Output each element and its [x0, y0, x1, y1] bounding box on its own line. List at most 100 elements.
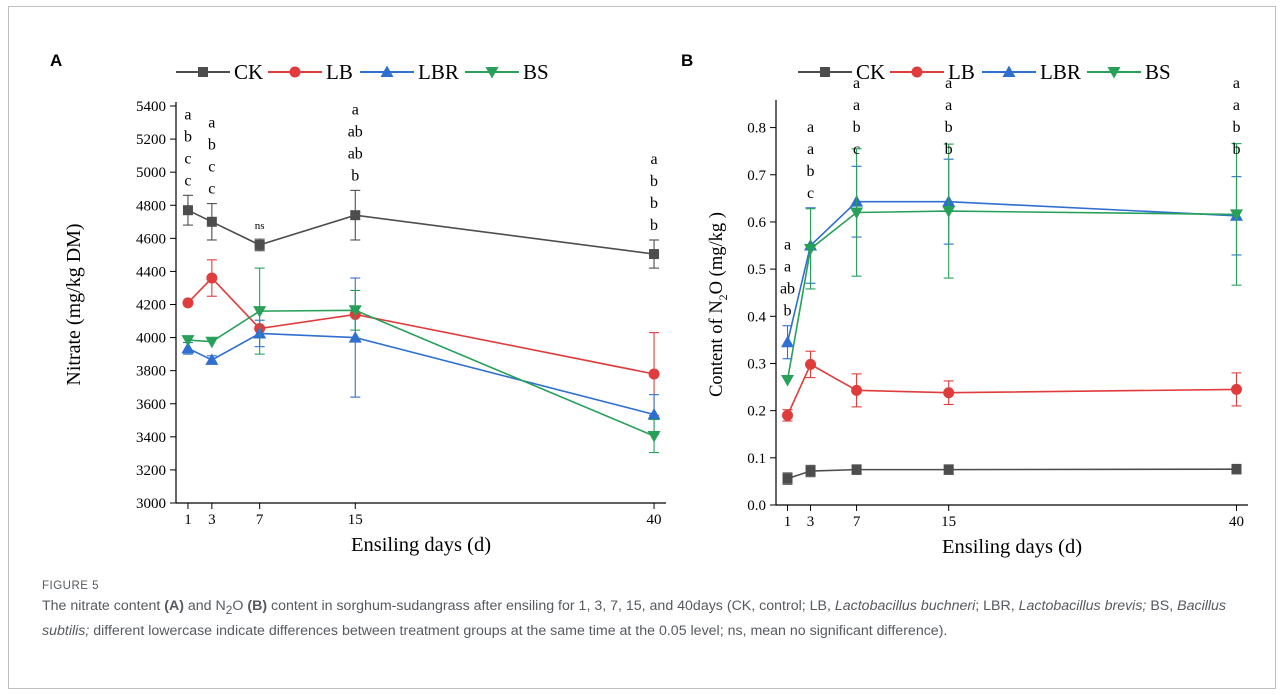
significance-letter: c [853, 141, 860, 158]
y-tick-label: 3400 [136, 430, 166, 446]
x-tick-label: 7 [853, 514, 861, 530]
legend-marker [289, 66, 301, 78]
legend-label: LBR [418, 60, 459, 84]
data-point [781, 374, 795, 387]
legend-item-lbr: LBR [982, 60, 1081, 84]
significance-letter: a [945, 75, 952, 92]
significance-letter: a [1233, 75, 1240, 92]
y-tick-label: 4200 [136, 298, 166, 314]
data-point [205, 336, 219, 349]
legend-marker [380, 65, 394, 77]
series-lbr [781, 158, 1243, 360]
caption-run: Bacillus subtilis; [42, 598, 1227, 639]
significance-letter: c [184, 172, 191, 189]
data-point [649, 249, 660, 260]
data-point [182, 297, 194, 309]
legend-item-bs: BS [465, 60, 549, 84]
legend-marker [820, 67, 830, 77]
data-point [206, 216, 217, 227]
legend-marker [1002, 65, 1016, 77]
significance-letter: b [945, 141, 953, 158]
caption-run: Lactobacillus buchneri [834, 598, 976, 614]
y-axis-label-part: O (mg/kg ) [707, 212, 727, 294]
x-tick-label: 3 [208, 512, 216, 528]
caption-run: content in sorghum-sudangrass after ensi… [267, 598, 835, 614]
y-tick-label: 3600 [136, 397, 166, 413]
significance-letter: b [650, 173, 658, 190]
data-point [943, 464, 954, 475]
series-ck [182, 189, 660, 269]
legend-marker [485, 67, 499, 79]
caption-text: The nitrate content (A) and N2O (B) cont… [42, 596, 1242, 642]
caption-run: 2 [225, 602, 233, 617]
y-tick-label: 0.1 [747, 451, 766, 467]
significance-letter: b [208, 137, 216, 154]
y-tick-label: 0.5 [747, 262, 766, 278]
significance-letter: a [650, 151, 657, 168]
y-tick-label: 0.7 [747, 168, 766, 184]
significance-letter: c [807, 185, 814, 202]
caption-run: ; LBR, [975, 598, 1019, 614]
y-axis-label: Nitrate (mg/kg DM) [63, 223, 85, 385]
panel-letter: A [50, 51, 62, 70]
data-point [205, 353, 219, 365]
data-point [647, 408, 661, 420]
significance-letter: ab [780, 281, 795, 298]
figure-label: FIGURE 5 [42, 580, 100, 592]
legend-item-bs: BS [1087, 60, 1171, 84]
legend-label: LB [326, 60, 353, 84]
data-point [648, 368, 660, 380]
significance-letter: a [1233, 97, 1240, 114]
x-tick-label: 40 [647, 512, 662, 528]
y-tick-label: 0.4 [747, 309, 766, 325]
y-tick-label: 0.0 [747, 498, 766, 514]
x-axis-label: Ensiling days (d) [942, 536, 1082, 558]
data-point [943, 387, 955, 399]
legend-item-lbr: LBR [360, 60, 459, 84]
data-point [782, 409, 794, 421]
series-bs [781, 143, 1243, 387]
data-point [647, 431, 661, 443]
significance-letter: b [351, 167, 359, 184]
caption-run: The nitrate content [42, 598, 165, 614]
significance-letter: b [650, 195, 658, 212]
x-tick-label: 7 [256, 512, 264, 528]
data-point [850, 207, 864, 220]
y-tick-label: 3200 [136, 463, 166, 479]
data-point [181, 335, 195, 347]
data-point [851, 464, 862, 475]
legend-label: BS [1145, 60, 1171, 84]
legend-label: CK [234, 60, 263, 84]
panel-letter: B [681, 51, 693, 70]
significance-letter: a [945, 97, 952, 114]
y-tick-label: 4400 [136, 264, 166, 280]
x-tick-label: 1 [184, 512, 192, 528]
significance-letter: b [1232, 141, 1240, 158]
y-tick-label: 4600 [136, 231, 166, 247]
legend-marker [1107, 67, 1121, 79]
data-point [805, 358, 817, 370]
y-tick-label: 0.8 [747, 121, 766, 137]
significance-letter: a [784, 237, 791, 254]
legend-item-lb: LB [268, 60, 353, 84]
legend-label: BS [523, 60, 549, 84]
significance-letter: ab [348, 145, 363, 162]
significance-letter: b [945, 119, 953, 136]
x-tick-label: 40 [1229, 514, 1244, 530]
y-tick-label: 4000 [136, 331, 166, 347]
figure-charts: A 3000 3200 3400 3600 3800 4000 4200 4400 4600 480… [50, 51, 1248, 558]
data-point [254, 239, 265, 250]
data-point [851, 384, 863, 396]
series-line [786, 210, 1237, 381]
series-lb [782, 350, 1242, 422]
y-tick-label: 3000 [136, 496, 166, 512]
data-point [253, 306, 267, 318]
legend-item-ck: CK [176, 60, 263, 84]
significance-letter: b [807, 163, 815, 180]
caption-run: Lactobacillus brevis; [1018, 598, 1147, 614]
caption-run: O [232, 598, 248, 614]
y-tick-label: 5200 [136, 132, 166, 148]
x-axis-label: Ensiling days (d) [351, 534, 491, 556]
figure-frame [8, 6, 1276, 689]
significance-letter: a [784, 259, 791, 276]
